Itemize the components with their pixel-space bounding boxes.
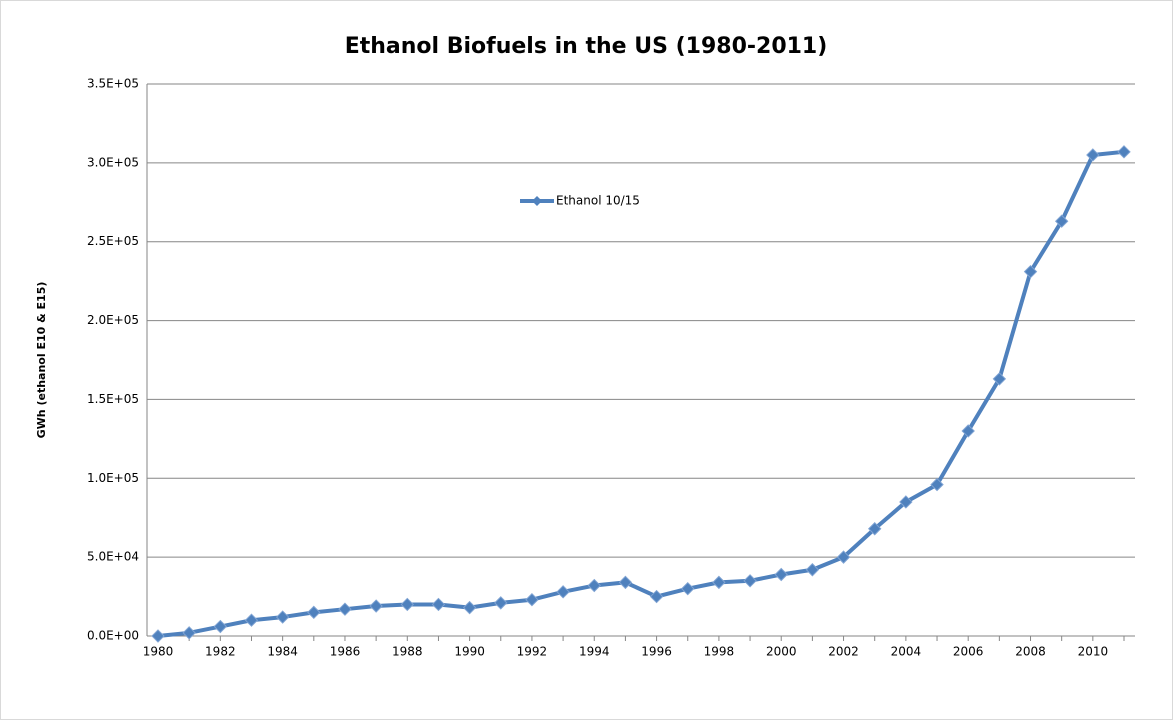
data-point <box>743 574 757 588</box>
y-tick-label: 0.0E+00 <box>87 629 139 643</box>
data-point <box>774 567 788 582</box>
data-point <box>712 575 726 590</box>
data-point <box>836 550 851 564</box>
data-point <box>587 578 601 593</box>
data-point <box>992 372 1007 386</box>
x-tick-label: 2002 <box>828 645 859 659</box>
data-point <box>961 424 975 438</box>
data-point <box>1086 148 1100 162</box>
data-point <box>525 593 539 607</box>
data-point <box>805 563 820 577</box>
x-tick-label: 1992 <box>517 645 548 659</box>
data-point <box>369 599 383 613</box>
legend-marker <box>532 196 542 206</box>
x-tick-label: 1980 <box>143 645 174 659</box>
x-tick-label: 2006 <box>953 645 984 659</box>
legend-label: Ethanol 10/15 <box>556 194 640 208</box>
x-tick-label: 1990 <box>454 645 485 659</box>
x-tick-label: 1982 <box>205 645 236 659</box>
data-point <box>899 495 913 509</box>
y-axis-label: GWh (ethanol E10 & E15) <box>35 282 48 439</box>
data-point <box>338 602 352 616</box>
x-tick-label: 1984 <box>267 645 298 659</box>
data-point <box>307 605 321 620</box>
data-point <box>1023 264 1038 279</box>
data-point <box>930 477 944 492</box>
data-point <box>681 581 695 596</box>
data-point <box>431 597 446 612</box>
x-tick-label: 2004 <box>891 645 922 659</box>
y-tick-label: 2.5E+05 <box>87 234 139 248</box>
y-tick-label: 1.0E+05 <box>87 471 139 485</box>
y-tick-label: 3.5E+05 <box>87 77 139 91</box>
data-point <box>556 585 570 599</box>
data-point <box>400 597 414 612</box>
data-point <box>1054 214 1069 228</box>
y-tick-label: 2.0E+05 <box>87 313 139 327</box>
data-point <box>244 613 259 627</box>
data-point <box>1117 145 1131 159</box>
data-point <box>494 596 508 610</box>
x-tick-label: 2000 <box>766 645 797 659</box>
x-tick-label: 1988 <box>392 645 423 659</box>
data-point <box>151 629 165 643</box>
data-point <box>213 619 228 634</box>
x-tick-label: 1996 <box>641 645 672 659</box>
y-tick-label: 5.0E+04 <box>87 550 139 564</box>
chart-title: Ethanol Biofuels in the US (1980-2011) <box>345 34 828 59</box>
data-point <box>618 575 633 590</box>
data-point <box>462 600 477 615</box>
y-tick-label: 3.0E+05 <box>87 155 139 169</box>
x-tick-label: 1998 <box>704 645 735 659</box>
x-tick-label: 2010 <box>1078 645 1109 659</box>
x-tick-label: 1986 <box>330 645 361 659</box>
data-point <box>868 522 882 536</box>
data-point <box>275 610 290 624</box>
x-tick-label: 2008 <box>1015 645 1046 659</box>
data-point <box>649 589 664 604</box>
data-point <box>182 626 196 640</box>
y-tick-label: 1.5E+05 <box>87 392 139 406</box>
x-tick-label: 1994 <box>579 645 610 659</box>
